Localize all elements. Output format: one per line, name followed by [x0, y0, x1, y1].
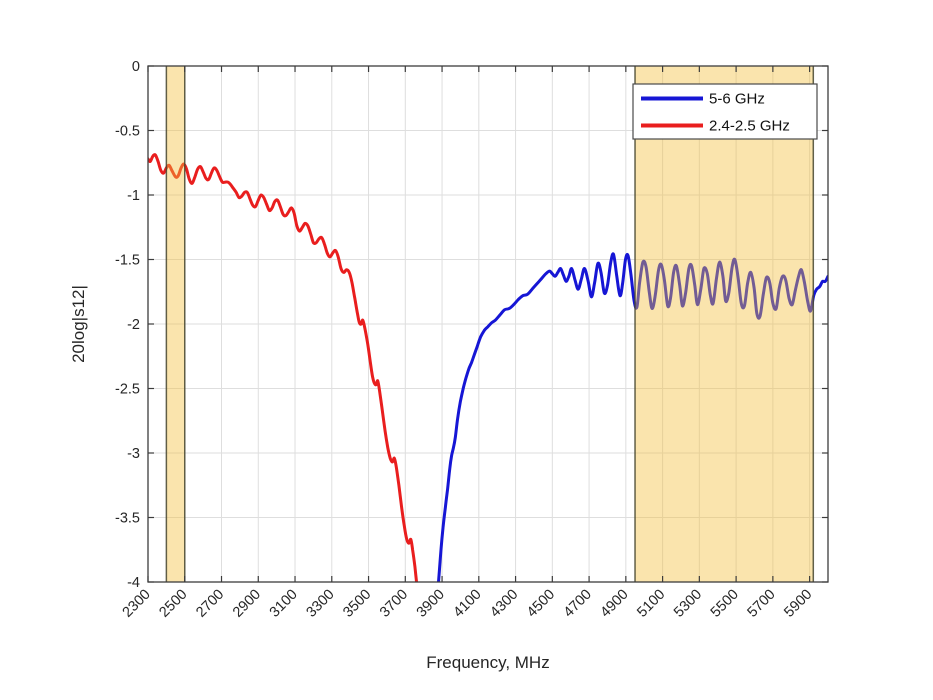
- x-axis-label: Frequency, MHz: [426, 653, 549, 672]
- x-tick-label-5300: 5300: [671, 587, 705, 621]
- band-2400-2500: [166, 66, 185, 582]
- highlight-bands: [165, 66, 815, 582]
- y-tick-label--0.5: -0.5: [115, 124, 140, 140]
- x-tick-label-2900: 2900: [230, 587, 264, 621]
- legend-label-2-4-2-5-ghz: 2.4-2.5 GHz: [709, 118, 790, 135]
- x-tick-label-3900: 3900: [414, 587, 448, 621]
- y-axis-label: 20log|s12|: [69, 285, 88, 363]
- x-tick-label-3500: 3500: [340, 587, 374, 621]
- band-4950-5920: [635, 66, 814, 582]
- axes-frame: [147, 65, 829, 583]
- legend-box: [632, 83, 818, 140]
- x-tick-label-2700: 2700: [193, 587, 227, 621]
- x-tick-label-3700: 3700: [377, 587, 411, 621]
- y-tick-label--4: -4: [127, 575, 140, 591]
- x-tick-label-4300: 4300: [487, 587, 521, 621]
- y-tick-label--2.5: -2.5: [115, 382, 140, 398]
- x-tick-label-5700: 5700: [745, 587, 779, 621]
- x-tick-label-4100: 4100: [451, 587, 485, 621]
- x-tick-label-4700: 4700: [561, 587, 595, 621]
- y-tick-label--1: -1: [127, 188, 140, 204]
- y-tick-label-0: 0: [132, 59, 140, 75]
- x-tick-label-2300: 2300: [120, 587, 154, 621]
- x-tick-label-5100: 5100: [634, 587, 668, 621]
- x-tick-label-5500: 5500: [708, 587, 742, 621]
- y-tick-label--2: -2: [127, 317, 140, 333]
- x-tick-label-4900: 4900: [598, 587, 632, 621]
- x-tick-label-3100: 3100: [267, 587, 301, 621]
- x-tick-label-3300: 3300: [303, 587, 337, 621]
- curve-2-4-2-5-ghz: [148, 153, 419, 582]
- x-tick-label-4500: 4500: [524, 587, 558, 621]
- x-tick-label-2500: 2500: [156, 587, 190, 621]
- x-tick-label-5900: 5900: [781, 587, 815, 621]
- grid: [147, 65, 828, 583]
- y-tick-label--1.5: -1.5: [115, 253, 140, 269]
- y-tick-label--3: -3: [127, 446, 140, 462]
- y-tick-label--3.5: -3.5: [115, 511, 140, 527]
- legend-label-5-6-ghz: 5-6 GHz: [709, 91, 765, 108]
- legend: 5-6 GHz 2.4-2.5 GHz: [632, 83, 818, 140]
